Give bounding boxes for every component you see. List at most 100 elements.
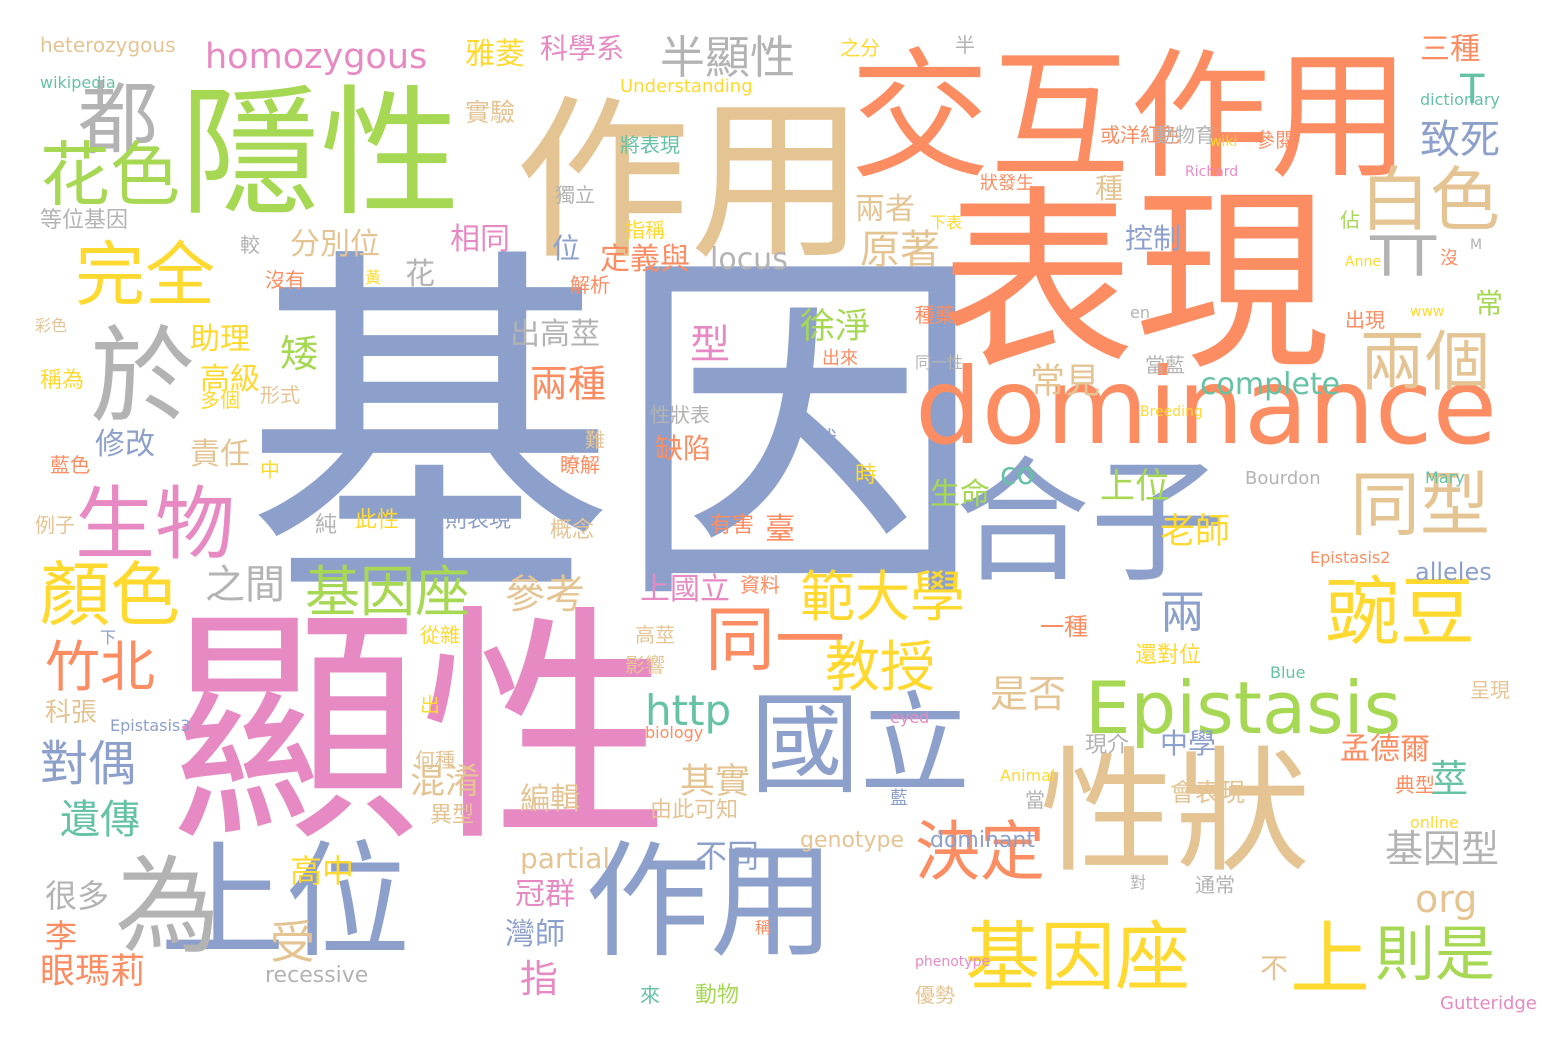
cloud-word: 範大學 <box>800 565 966 629</box>
cloud-word: 控制 <box>1125 222 1182 255</box>
cloud-word: co <box>1000 457 1035 492</box>
cloud-word: 資料 <box>740 573 780 597</box>
cloud-word: 參考 <box>505 572 585 618</box>
cloud-word: 於 <box>90 316 196 438</box>
cloud-word: 當藍 <box>1145 353 1185 377</box>
cloud-word: biology <box>645 723 704 742</box>
cloud-word: dominant <box>930 828 1035 853</box>
cloud-word: 何種 <box>415 748 455 772</box>
cloud-word: 下表 <box>930 213 963 232</box>
cloud-word: 作用 <box>515 81 865 284</box>
cloud-word: 兩種 <box>530 362 607 406</box>
cloud-word: 則表現 <box>445 508 512 533</box>
cloud-word: 高中 <box>290 852 355 890</box>
cloud-word: 缺陷 <box>655 432 712 465</box>
cloud-word: 是否 <box>990 672 1067 716</box>
cloud-word: 藍 <box>890 788 908 809</box>
cloud-word: 不 <box>1260 952 1289 985</box>
cloud-word: TT <box>1370 225 1437 289</box>
cloud-word: 現介 <box>1085 733 1130 758</box>
cloud-word: 出現 <box>1345 308 1385 332</box>
cloud-word: 致死 <box>1420 117 1500 163</box>
cloud-word: Mary <box>1425 468 1465 487</box>
cloud-word: 基因 <box>245 220 985 650</box>
cloud-word: 上國立 <box>640 572 730 607</box>
cloud-word: 優勢 <box>915 983 955 1007</box>
cloud-word: 種 <box>1095 172 1124 205</box>
cloud-word: Blue <box>1270 663 1306 682</box>
cloud-word: 中 <box>260 458 280 482</box>
cloud-word: 多個 <box>200 388 240 412</box>
cloud-word: 相同 <box>450 222 510 257</box>
cloud-word: 異型 <box>430 803 475 828</box>
cloud-word: 混淆 <box>410 762 481 802</box>
cloud-word: 教授 <box>825 635 936 699</box>
cloud-word: dictionary <box>1420 90 1500 109</box>
cloud-word: 原著 <box>860 227 940 273</box>
cloud-word: 作用 <box>585 830 835 975</box>
cloud-word: 沒有 <box>265 268 305 292</box>
cloud-word: 表現 <box>940 169 1330 396</box>
cloud-word: 顯性 <box>170 584 670 875</box>
cloud-word: 稱為 <box>40 368 85 393</box>
cloud-word: 其實 <box>680 762 751 802</box>
cloud-word: 位 <box>552 232 581 265</box>
cloud-word: 難 <box>585 428 605 452</box>
cloud-word: 合子 <box>955 444 1225 601</box>
cloud-word: partial <box>520 842 611 875</box>
cloud-word: 豌豆 <box>1325 568 1476 656</box>
cloud-word: homozygous <box>205 37 428 77</box>
cloud-word: 出來 <box>822 348 858 369</box>
cloud-word: 性狀 <box>1040 734 1310 891</box>
cloud-word: 遺傳 <box>60 797 140 843</box>
cloud-word: 同一性 <box>915 353 964 372</box>
cloud-word: 參閱 <box>1255 128 1295 152</box>
cloud-word: 出 <box>420 693 440 717</box>
cloud-word: 上位 <box>160 830 410 975</box>
cloud-word: 上位 <box>1100 467 1171 507</box>
cloud-word: Epistasis2 <box>1310 548 1391 567</box>
cloud-word: 修改 <box>95 427 155 462</box>
cloud-word: 受 <box>270 916 316 969</box>
cloud-word: 不同 <box>695 837 760 875</box>
cloud-word: 則是 <box>1375 920 1495 990</box>
cloud-word: 佔 <box>1340 208 1360 232</box>
cloud-word: Anne <box>1345 254 1381 270</box>
cloud-word: 之間 <box>205 562 285 608</box>
cloud-word: 基因座 <box>965 913 1191 1001</box>
cloud-word: 編輯 <box>520 782 580 817</box>
cloud-word: 狀 <box>815 428 838 453</box>
cloud-word: 很多 <box>45 877 110 915</box>
cloud-word: 高莖 <box>635 623 675 647</box>
cloud-word: 兩者 <box>855 192 915 227</box>
cloud-word: 科張 <box>45 698 98 728</box>
cloud-word: 獨立 <box>555 183 595 207</box>
cloud-word: T <box>1460 67 1485 113</box>
cloud-word: wiki <box>1210 134 1238 150</box>
cloud-word: locus <box>710 242 788 277</box>
cloud-word: 典型 <box>1395 773 1435 797</box>
cloud-word: 完全 <box>75 234 215 316</box>
cloud-word: 出高莖 <box>510 317 600 352</box>
cloud-word: 老師 <box>1160 512 1231 552</box>
cloud-word: 為 <box>115 846 221 968</box>
cloud-word: 決定 <box>915 815 1046 890</box>
cloud-word: 生物 <box>75 478 235 571</box>
cloud-word: 動物 <box>695 983 740 1008</box>
cloud-word: 交互作用 <box>850 36 1411 199</box>
cloud-word: 有害 <box>710 513 755 538</box>
cloud-word: 生命 <box>930 477 990 512</box>
cloud-word: 從雜 <box>420 623 460 647</box>
cloud-word: wikipedia <box>40 73 116 92</box>
cloud-word: 白色 <box>1360 159 1500 241</box>
cloud-word: 呈現 <box>1470 678 1510 702</box>
cloud-word: 瞭解 <box>560 453 600 477</box>
cloud-word: 實驗 <box>465 98 516 127</box>
cloud-word: 莖 <box>1430 757 1469 801</box>
cloud-word: 花 <box>405 257 435 292</box>
cloud-word: Breeding <box>1140 404 1203 420</box>
cloud-word: 由此可知 <box>650 798 739 823</box>
cloud-word: recessive <box>265 963 369 988</box>
cloud-word: 中學 <box>1160 727 1217 760</box>
